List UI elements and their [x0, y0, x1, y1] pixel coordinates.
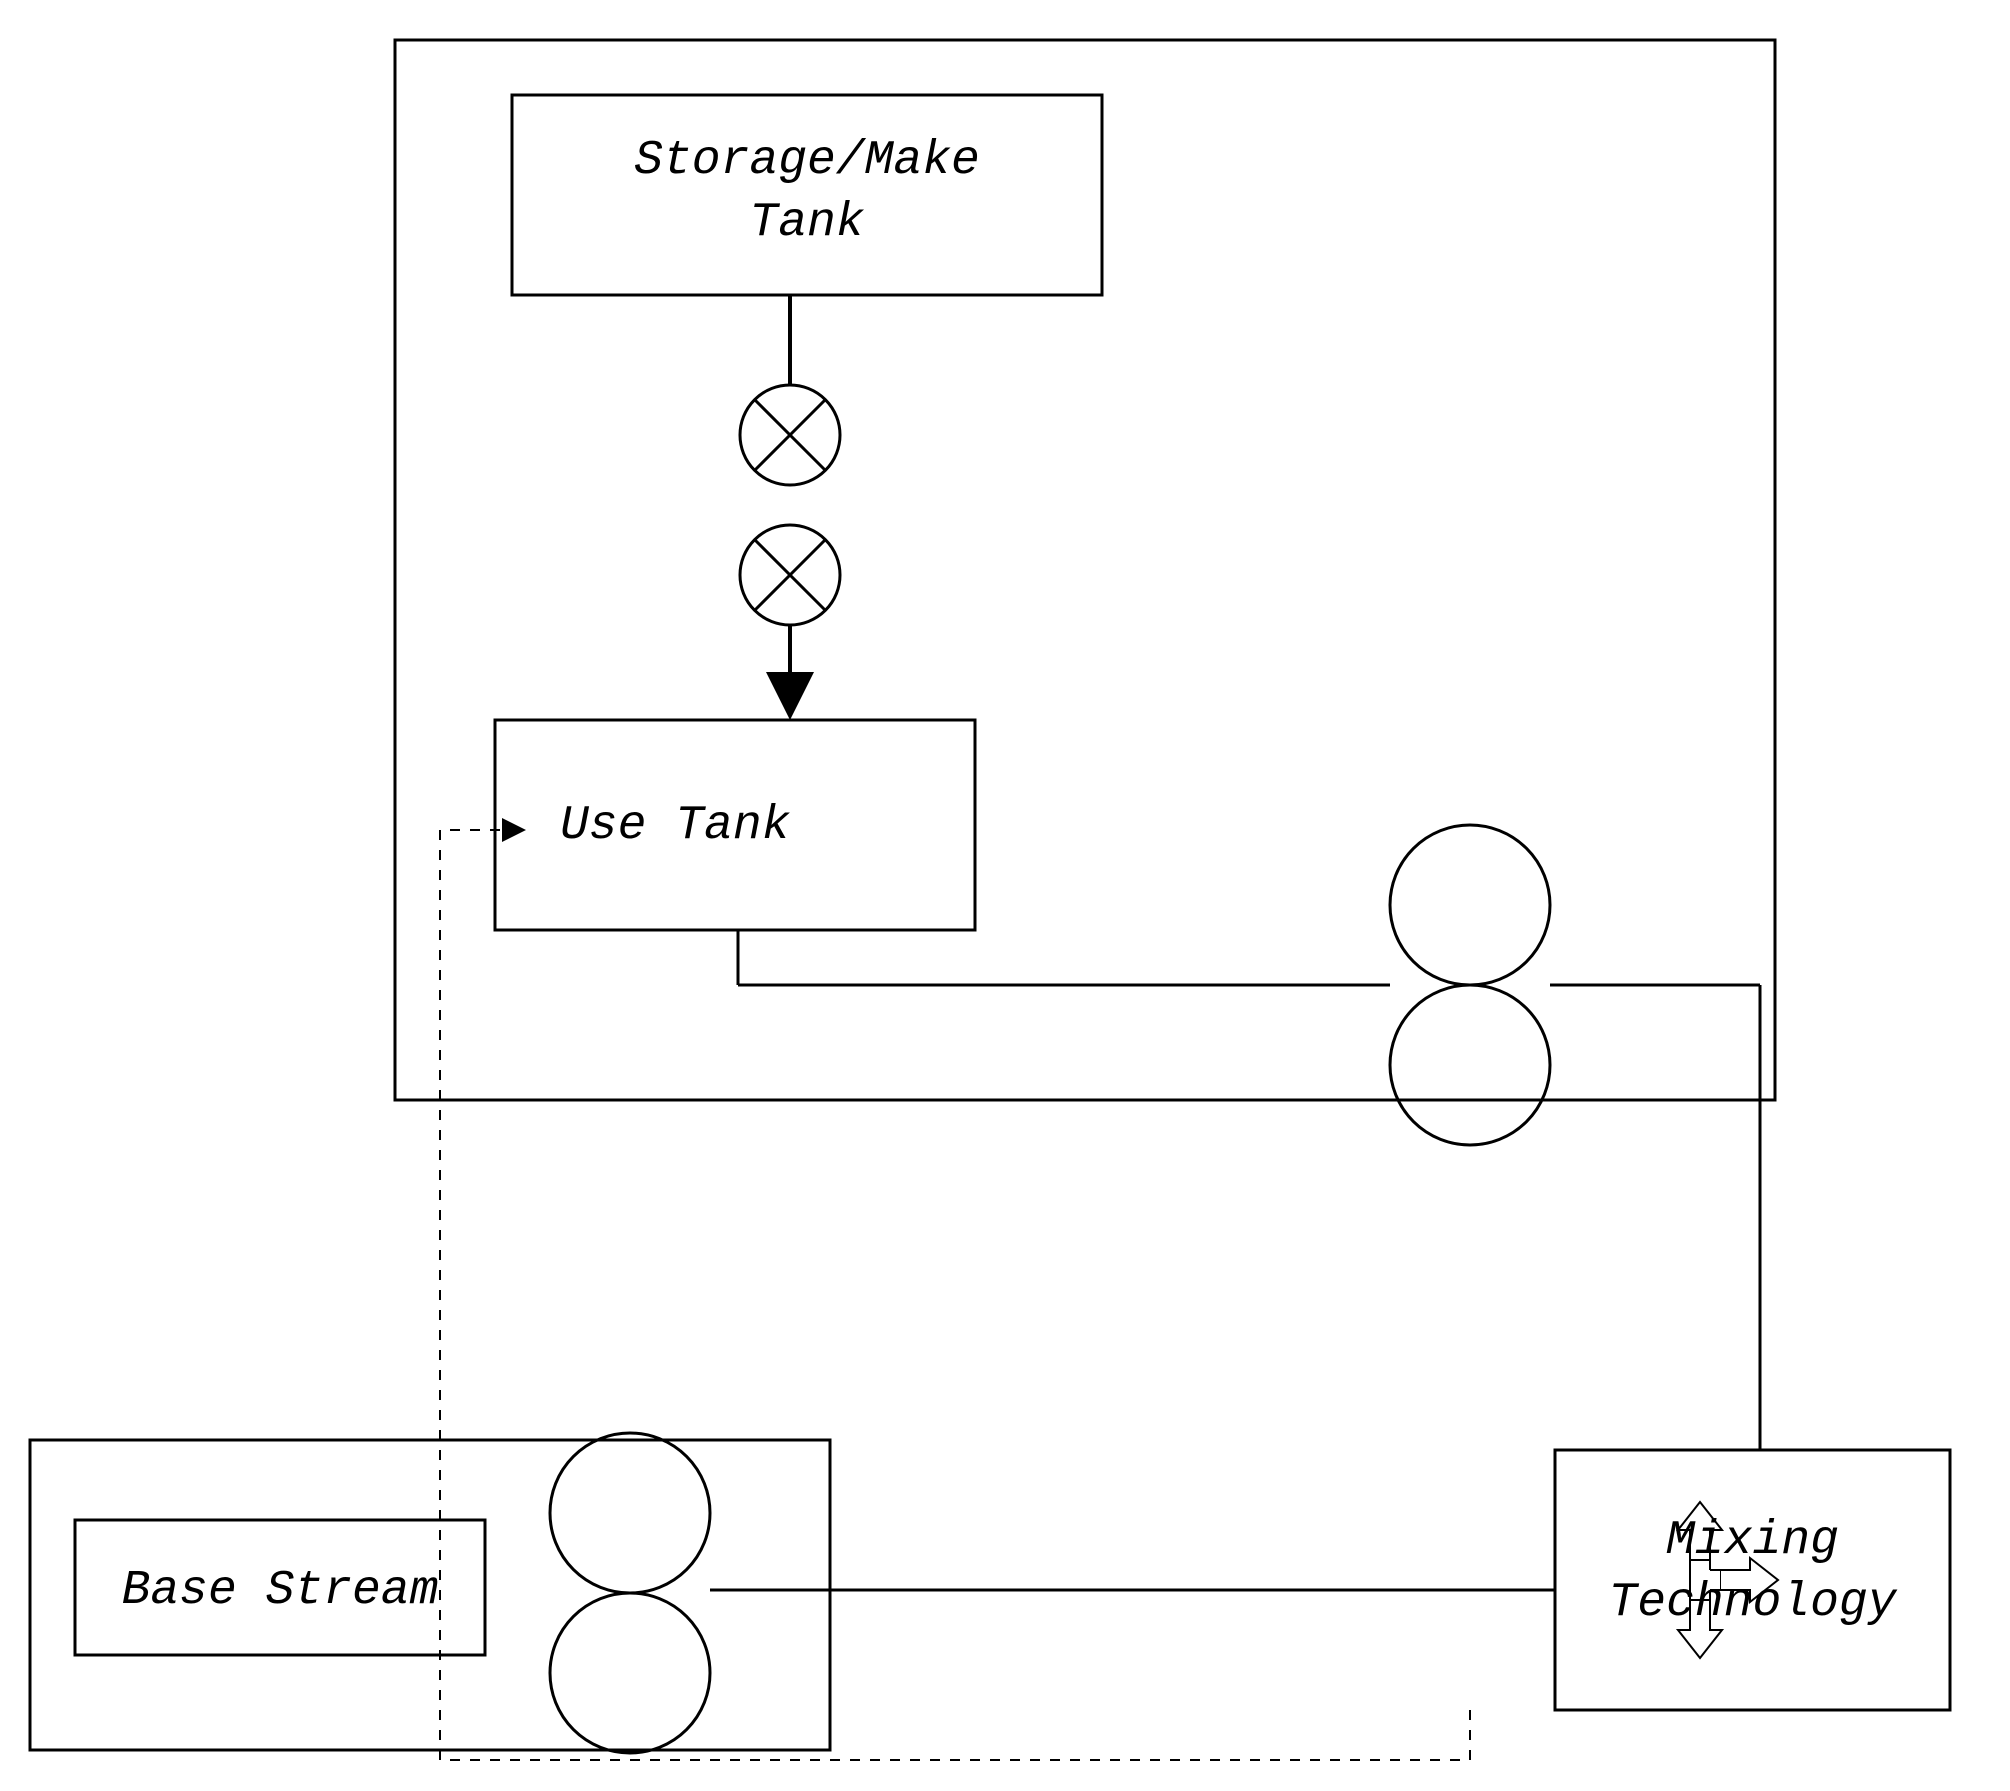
dashed-return-path: [440, 830, 1470, 1760]
base-stream-label: Base Stream: [75, 1560, 485, 1622]
flowchart-diagram: Storage/Make Tank Use Tank Base Stream M…: [0, 0, 2010, 1791]
valve-icon-1: [740, 385, 840, 485]
valve-icon-2: [740, 525, 840, 625]
pump-icon-2: [550, 1433, 710, 1753]
storage-tank-label: Storage/Make Tank: [512, 130, 1102, 255]
mixing-tech-label: Mixing Technology: [1555, 1510, 1950, 1635]
pump-icon-1: [1390, 825, 1550, 1145]
use-tank-label: Use Tank: [560, 795, 960, 857]
